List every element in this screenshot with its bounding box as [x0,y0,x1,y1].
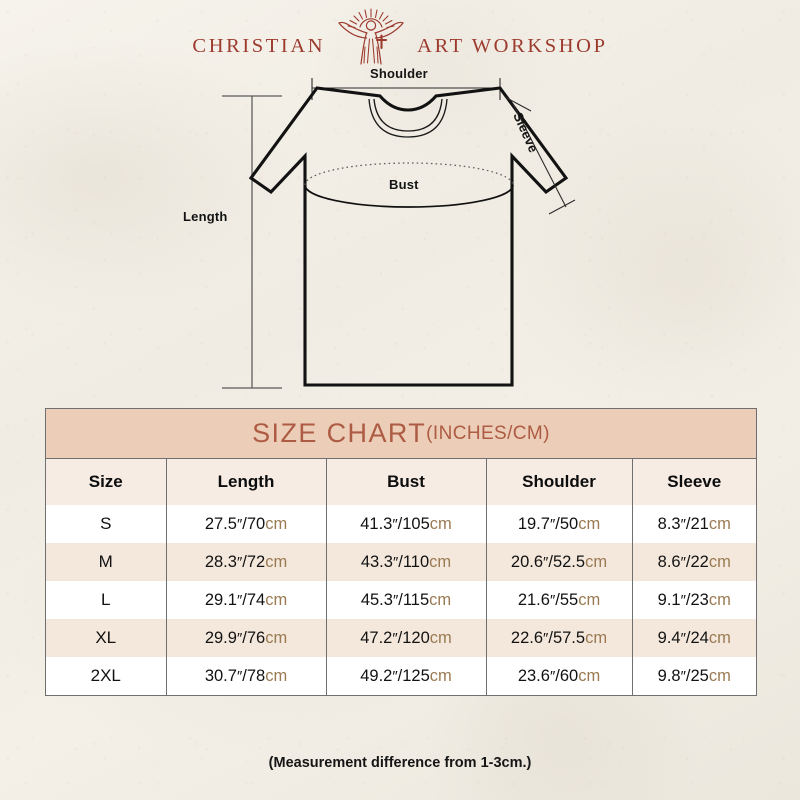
cell-size: L [46,581,167,619]
cell-length: 29.9″/76cm [166,619,327,657]
cell-size: M [46,543,167,581]
column-header-shoulder: Shoulder [486,459,633,505]
tshirt-outline [248,86,569,387]
table-body: S 27.5″/70cm 41.3″/105cm 19.7″/50cm 8.3″/21c… [46,505,756,695]
length-dimension-line [222,95,282,389]
size-chart-table-wrapper: SIZE CHART (INCHES/CM) Size Length Bust … [45,408,757,696]
length-label: Length [183,209,228,224]
brand-word-right: ART WORKSHOP [417,34,608,57]
size-chart-table: Size Length Bust Shoulder Sleeve S 27.5″/… [46,459,756,695]
collar-ring-inner [373,98,443,132]
column-header-size: Size [46,459,167,505]
measurement-note: (Measurement difference from 1-3cm.) [268,755,532,771]
column-header-length: Length [166,459,327,505]
cell-size: S [46,505,167,543]
cell-bust: 47.2″/120cm [326,619,487,657]
cell-length: 28.3″/72cm [166,543,327,581]
cell-length: 29.1″/74cm [166,581,327,619]
cell-sleeve: 9.1″/23cm [632,581,756,619]
table-row: L 29.1″/74cm 45.3″/115cm 21.6″/55cm 9.1″/23c… [46,581,756,619]
cell-sleeve: 8.6″/22cm [632,543,756,581]
shoulder-dimension-line [311,78,501,100]
table-row: 2XL 30.7″/78cm 49.2″/125cm 23.6″/60cm 9.8″/2… [46,657,756,695]
bust-ellipse-lower-solid [304,184,514,208]
cell-bust: 43.3″/110cm [326,543,487,581]
cell-bust: 41.3″/105cm [326,505,487,543]
shoulder-label: Shoulder [370,66,428,81]
table-header-row: Size Length Bust Shoulder Sleeve [46,459,756,505]
cell-shoulder: 19.7″/50cm [486,505,633,543]
cell-shoulder: 23.6″/60cm [486,657,633,695]
cell-sleeve: 9.4″/24cm [632,619,756,657]
bust-label: Bust [389,177,419,192]
risen-christ-with-cross-icon [338,8,405,65]
size-chart-title-main: SIZE CHART [252,418,427,448]
table-row: XL 29.9″/76cm 47.2″/120cm 22.6″/57.5cm 9.4″/… [46,619,756,657]
collar-ring-outer [368,98,448,138]
cell-bust: 45.3″/115cm [326,581,487,619]
tshirt-diagram [222,78,576,389]
table-header: Size Length Bust Shoulder Sleeve [46,459,756,505]
cell-bust: 49.2″/125cm [326,657,487,695]
cell-length: 30.7″/78cm [166,657,327,695]
bust-ellipse-upper-dotted [304,162,514,186]
brand-header: CHRISTIAN [0,6,800,68]
cell-sleeve: 9.8″/25cm [632,657,756,695]
column-header-bust: Bust [326,459,487,505]
cell-shoulder: 22.6″/57.5cm [486,619,633,657]
size-chart-title-units: (INCHES/CM) [426,422,550,444]
cell-size: 2XL [46,657,167,695]
column-header-sleeve: Sleeve [632,459,756,505]
cell-shoulder: 21.6″/55cm [486,581,633,619]
table-row: M 28.3″/72cm 43.3″/110cm 20.6″/52.5cm 8.6″/2… [46,543,756,581]
table-row: S 27.5″/70cm 41.3″/105cm 19.7″/50cm 8.3″/21c… [46,505,756,543]
cell-size: XL [46,619,167,657]
cell-sleeve: 8.3″/21cm [632,505,756,543]
cell-shoulder: 20.6″/52.5cm [486,543,633,581]
brand-word-left: CHRISTIAN [192,34,326,57]
cell-length: 27.5″/70cm [166,505,327,543]
sleeve-dimension-line [504,96,576,215]
size-chart-title-bar: SIZE CHART (INCHES/CM) [46,409,756,459]
